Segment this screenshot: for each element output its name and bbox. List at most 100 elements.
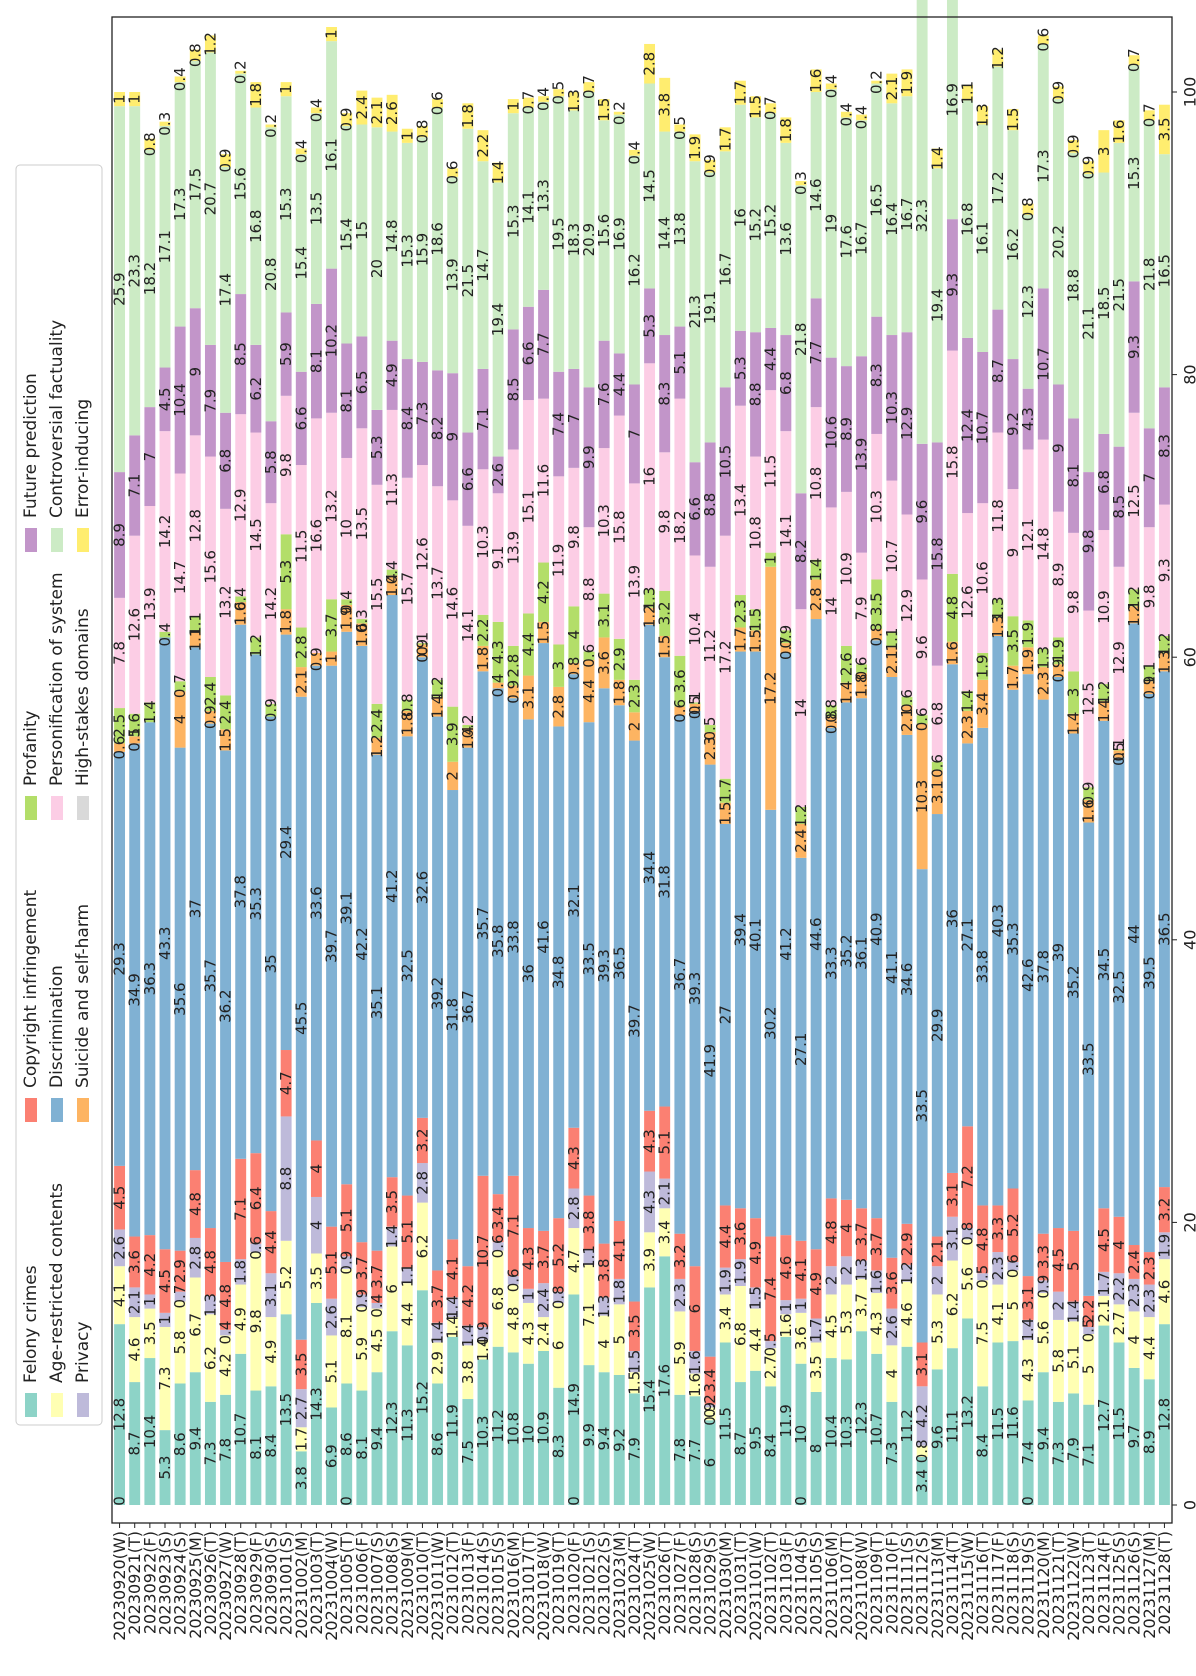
segment-value-label: 14.6 (807, 178, 825, 211)
bar-segment (114, 708, 126, 744)
bar-segment (204, 1401, 216, 1505)
segment-value-label: 2 (822, 1276, 840, 1286)
segment-value-label: 4 (307, 1220, 325, 1230)
bar-segment (750, 1308, 762, 1371)
bar-segment (492, 688, 504, 1195)
bar-segment (386, 569, 398, 576)
bar-segment (1068, 140, 1080, 153)
bar-segment (295, 1339, 307, 1390)
segment-value-label: 1.4 (383, 1225, 401, 1249)
bar-segment (356, 645, 368, 1243)
bar-segment (129, 1236, 141, 1288)
bar-segment (1098, 1325, 1110, 1505)
segment-value-label: 2.8 (807, 587, 825, 611)
bar-segment (780, 142, 792, 336)
bar-segment (401, 477, 413, 700)
segment-value-label: 8.2 (429, 416, 447, 440)
bar-segment (159, 631, 171, 638)
bar-segment (780, 1300, 792, 1315)
bar-segment (341, 113, 353, 126)
segment-value-label: 19.4 (928, 289, 946, 322)
segment-value-label: 1.4 (474, 1338, 492, 1362)
segment-value-label: 7.7 (535, 332, 553, 356)
segment-value-label: 3.4 (701, 1369, 719, 1393)
bar-segment (144, 722, 156, 1236)
segment-value-label: 1 (777, 1302, 795, 1312)
category-tick-label: 20231018(W) (534, 1531, 553, 1641)
segment-value-label: 6.6 (519, 341, 537, 365)
segment-value-label: 6.8 (731, 1322, 749, 1346)
segment-value-label: 11.6 (1004, 1406, 1022, 1439)
bar-segment (568, 1188, 580, 1229)
segment-value-label: 7.2 (959, 1165, 977, 1189)
segment-value-label: 0.6 (913, 707, 931, 731)
bar-segment (1022, 449, 1034, 621)
segment-value-label: 1 (323, 654, 341, 664)
segment-value-label: 0.4 (232, 587, 250, 611)
bar-segment (447, 168, 459, 177)
category-tick-label: 20231007(S) (368, 1531, 387, 1635)
segment-value-label: 3.6 (883, 1271, 901, 1295)
bar-segment (598, 1372, 610, 1505)
bar-segment (734, 1208, 746, 1260)
segment-value-label: 6.2 (413, 1234, 431, 1258)
bar-segment (1007, 1270, 1019, 1342)
segment-value-label: 2.1 (898, 708, 916, 732)
bar-segment (765, 103, 777, 114)
segment-value-label: 3.5 (1004, 629, 1022, 653)
bar-segment (447, 176, 459, 374)
segment-value-label: 2.1 (656, 1182, 674, 1206)
segment-value-label: 8.7 (731, 1432, 749, 1456)
bar-segment (674, 124, 686, 132)
segment-value-label: 5 (1004, 1301, 1022, 1311)
bar-segment (613, 353, 625, 416)
bar-segment (1128, 1311, 1140, 1368)
segment-value-label: 1.5 (716, 801, 734, 825)
bar-segment (765, 1348, 777, 1387)
segment-value-label: 3.5 (292, 1352, 310, 1376)
bar-segment (507, 1276, 519, 1285)
bar-segment (371, 127, 383, 410)
segment-value-label: 0.4 (535, 87, 553, 111)
segment-value-label: 11.1 (943, 1410, 961, 1443)
bar-segment (916, 1456, 928, 1505)
bar-segment (462, 1325, 474, 1346)
segment-value-label: 18.6 (429, 222, 447, 255)
bar-segment (265, 716, 277, 1212)
bar-segment (977, 1205, 989, 1274)
segment-value-label: 0.8 (550, 1285, 568, 1309)
bar-segment (492, 1250, 504, 1347)
bar-segment (825, 727, 837, 1199)
segment-value-label: 5.3 (928, 1320, 946, 1344)
segment-value-label: 39.3 (686, 972, 704, 1005)
bar-segment (159, 121, 171, 126)
bar-segment (522, 306, 534, 401)
segment-value-label: 20.2 (1049, 225, 1067, 258)
segment-value-label: 4.9 (383, 363, 401, 387)
category-tick-label: 20231030(M) (716, 1531, 735, 1639)
bar-segment (750, 609, 762, 631)
segment-value-label: 3.9 (641, 1248, 659, 1272)
bar-segment (977, 1280, 989, 1387)
category-tick-label: 20231005(T) (337, 1531, 356, 1635)
bar-segment (432, 486, 444, 680)
legend-label: Error-inducing (73, 399, 93, 518)
segment-value-label: 13.6 (777, 222, 795, 255)
segment-value-label: 1.2 (898, 1261, 916, 1285)
category-tick-label: 20231123(T) (1079, 1531, 1098, 1635)
segment-value-label: 2.2 (1080, 1299, 1098, 1323)
bar-segment (114, 472, 126, 598)
category-tick-label: 20231106(M) (822, 1531, 841, 1639)
bar-segment (765, 1236, 777, 1342)
bar-segment (356, 428, 368, 620)
bar-segment (386, 340, 398, 410)
segment-value-label: 4.4 (398, 1302, 416, 1326)
segment-value-label: 0.9 (307, 647, 325, 671)
segment-value-label: 4.6 (898, 1302, 916, 1326)
segment-value-label: 0.4 (383, 560, 401, 584)
segment-value-label: 12.5 (1080, 682, 1098, 715)
category-tick-label: 20231121(T) (1049, 1531, 1068, 1635)
category-tick-label: 20230921(T) (125, 1531, 144, 1635)
segment-value-label: 6.2 (201, 1346, 219, 1370)
legend-label: Suicide and self-harm (73, 904, 93, 1088)
